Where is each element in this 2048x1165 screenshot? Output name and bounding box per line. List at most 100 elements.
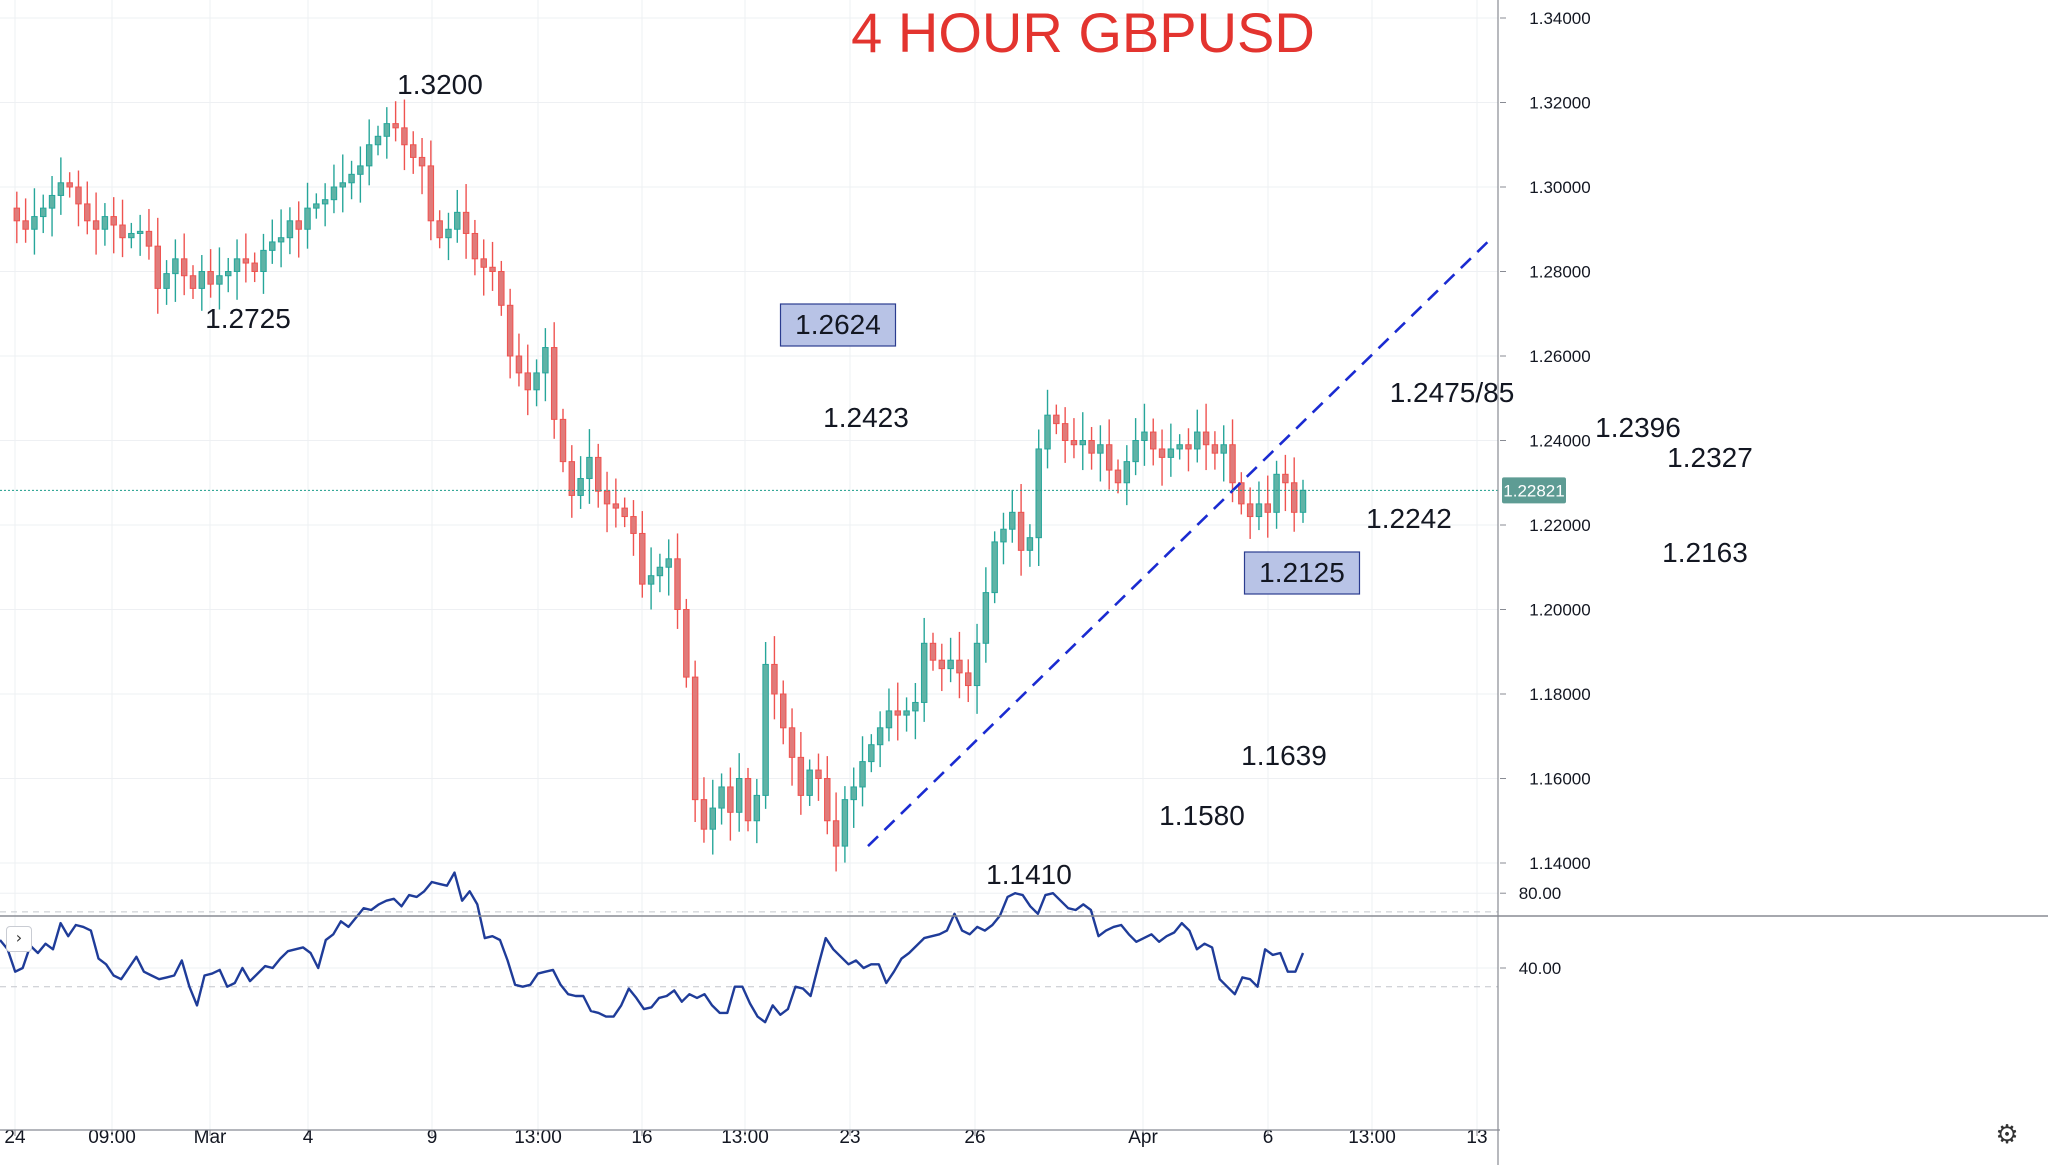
candle-body <box>1176 444 1183 450</box>
settings-button[interactable]: ⚙ <box>1990 1118 2024 1152</box>
price-annotation: 1.1580 <box>1159 800 1245 831</box>
candle <box>436 210 443 249</box>
candle <box>656 553 664 593</box>
candle-body <box>630 516 637 534</box>
candle <box>13 191 21 244</box>
candle-body <box>136 230 144 234</box>
candle <box>824 756 831 835</box>
candle <box>700 777 708 843</box>
candle <box>841 786 849 863</box>
candle <box>489 241 496 291</box>
candle <box>603 471 611 533</box>
candle-body <box>832 820 840 847</box>
price-tick-label: 1.18000 <box>1529 685 1590 704</box>
candle <box>788 708 796 786</box>
oscillator-axis: 80.00 40.00 <box>1500 884 1561 978</box>
candle-body <box>727 786 734 813</box>
candle-body <box>498 271 505 306</box>
candle-body <box>304 207 311 230</box>
collapse-button[interactable]: › <box>6 926 32 952</box>
price-tick-label: 1.24000 <box>1529 432 1590 451</box>
candle <box>269 219 276 264</box>
candle <box>1194 409 1201 463</box>
support-trendline[interactable] <box>867 236 1493 848</box>
candle <box>207 249 214 298</box>
candle-body <box>815 769 822 779</box>
candle <box>1158 429 1166 486</box>
candle-body <box>568 461 576 496</box>
candle-body <box>1017 511 1025 551</box>
candle <box>374 125 382 156</box>
candle-body <box>1202 431 1210 446</box>
candle-body <box>683 609 690 678</box>
candle <box>577 456 584 509</box>
candle-body <box>295 220 302 230</box>
candle <box>1246 487 1254 539</box>
time-tick-label: 13 <box>1466 1127 1487 1148</box>
candle <box>471 219 479 276</box>
candle <box>929 632 937 671</box>
candle-body <box>154 245 161 289</box>
candle <box>101 203 109 246</box>
candle-body <box>1088 440 1095 454</box>
candle <box>198 255 206 311</box>
price-annotation: 1.2725 <box>205 303 291 334</box>
candle <box>1105 419 1113 490</box>
candle-body <box>383 123 391 137</box>
candle-body <box>480 258 487 268</box>
price-annotation: 1.2163 <box>1662 537 1748 568</box>
candle <box>1079 412 1086 471</box>
candle-body <box>1009 511 1016 530</box>
price-annotation: 1.2327 <box>1667 442 1753 473</box>
candle <box>1070 418 1078 459</box>
candle <box>965 659 972 703</box>
candle-body <box>207 271 214 285</box>
price-axis: 1.34000 1.32000 1.30000 1.28000 1.26000 1.240… <box>1500 9 1591 873</box>
candle <box>920 617 928 722</box>
candle <box>1229 419 1236 503</box>
price-annotations: 1.3200 1.2725 1.2624 1.2423 1.1410 1.1580 1.16… <box>205 69 1753 890</box>
candle-body <box>1264 503 1271 513</box>
candle-body <box>92 220 100 230</box>
candle-body <box>780 693 787 729</box>
candle-body <box>700 799 708 830</box>
candle-body <box>1246 503 1254 518</box>
candle-body <box>180 258 188 277</box>
candle <box>542 328 549 402</box>
candle <box>612 478 620 528</box>
candle-body <box>145 230 153 247</box>
candle-body <box>709 807 716 830</box>
time-axis: 24 09:00 Mar 4 9 13:00 16 13:00 23 26 Apr 6 13:00 13 <box>4 1127 1487 1148</box>
candle <box>630 500 637 556</box>
candle-body <box>912 701 919 712</box>
price-annotation: 1.1410 <box>986 859 1072 890</box>
candle-body <box>595 456 602 492</box>
candle-body <box>753 794 761 822</box>
candle-body <box>1238 482 1245 505</box>
candle-body <box>216 275 223 285</box>
candle <box>639 511 646 598</box>
candle <box>1026 524 1034 567</box>
last-price-label: 1.22821 <box>1502 477 1566 504</box>
candle <box>145 208 153 260</box>
candle <box>982 567 990 663</box>
candle <box>119 199 126 258</box>
candle <box>894 682 901 741</box>
candle <box>885 688 893 742</box>
candle-body <box>233 258 241 273</box>
candle-body <box>744 778 752 822</box>
candle-body <box>876 727 884 746</box>
candle-body <box>1061 423 1069 442</box>
time-tick-label: 23 <box>839 1127 860 1148</box>
candle <box>832 792 840 872</box>
candle-body <box>515 355 523 374</box>
candle <box>797 732 805 815</box>
candle <box>330 164 338 214</box>
candle-body <box>357 165 364 175</box>
price-annotation: 1.2423 <box>823 402 909 433</box>
candle-body <box>1282 473 1289 484</box>
price-annotation: 1.2475/85 <box>1390 377 1515 408</box>
time-tick-label: 13:00 <box>514 1127 562 1148</box>
